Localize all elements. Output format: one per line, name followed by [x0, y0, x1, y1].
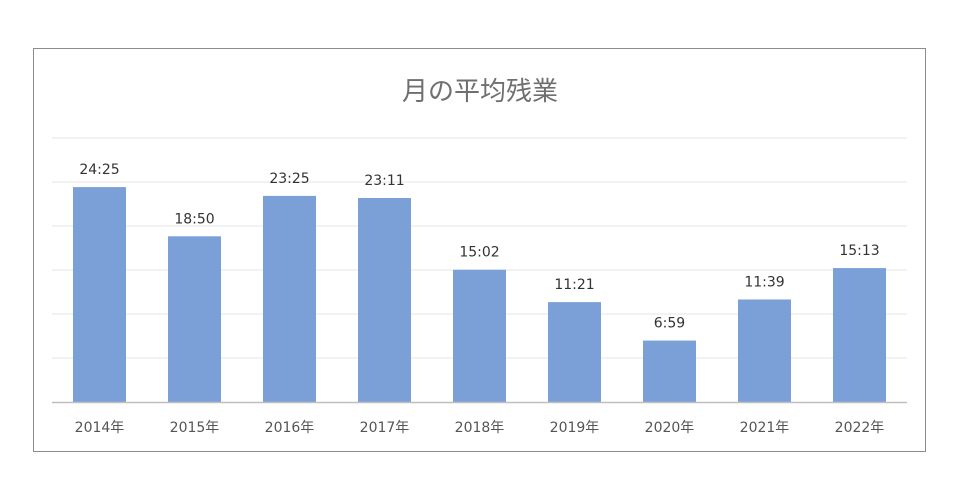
chart-title: 月の平均残業	[402, 77, 558, 107]
data-label: 11:39	[744, 274, 784, 290]
data-label: 23:25	[269, 171, 309, 187]
bar-2014年	[73, 187, 126, 402]
x-axis-labels: 2014年 2015年 2016年 2017年 2018年 2019年 2020年 2021年…	[75, 420, 885, 436]
x-tick-label: 2016年	[265, 420, 315, 436]
data-label: 11:21	[554, 277, 594, 293]
x-tick-label: 2015年	[170, 420, 220, 436]
x-tick-label: 2022年	[835, 420, 885, 436]
x-tick-label: 2014年	[75, 420, 125, 436]
x-tick-label: 2019年	[550, 420, 600, 436]
x-tick-label: 2020年	[645, 420, 695, 436]
bar-2020年	[643, 340, 696, 402]
data-labels: 24:25 18:50 23:25 23:11 15:02 11:21 6:59 11:39 1…	[79, 162, 879, 331]
bars	[73, 187, 886, 402]
bar-2018年	[453, 269, 506, 402]
data-label: 23:11	[364, 173, 404, 189]
bar-2015年	[168, 236, 221, 402]
bar-2019年	[548, 302, 601, 402]
x-tick-label: 2018年	[455, 420, 505, 436]
bar-2016年	[263, 195, 316, 402]
x-tick-label: 2021年	[740, 420, 790, 436]
bar-2022年	[833, 268, 886, 402]
bar-2021年	[738, 299, 791, 402]
data-label: 15:13	[839, 243, 879, 259]
data-label: 24:25	[79, 162, 119, 178]
bar-2017年	[358, 198, 411, 402]
data-label: 15:02	[459, 245, 499, 261]
data-label: 6:59	[654, 316, 685, 332]
x-tick-label: 2017年	[360, 420, 410, 436]
data-label: 18:50	[174, 211, 214, 227]
